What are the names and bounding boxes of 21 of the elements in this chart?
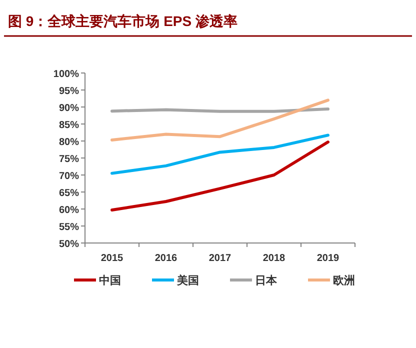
y-tick-label: 55%: [58, 222, 80, 233]
y-tick-label: 100%: [53, 69, 80, 80]
x-tick-label: 2016: [154, 253, 178, 264]
x-tick-label: 2018: [262, 253, 286, 264]
y-tick-label: 60%: [58, 205, 80, 216]
y-tick-label: 85%: [58, 120, 80, 131]
y-tick-label: 75%: [58, 154, 80, 165]
x-tick-label: 2019: [316, 253, 340, 264]
y-tick-label: 65%: [58, 188, 80, 199]
x-tick-label: 2015: [100, 253, 124, 264]
y-tick-label: 50%: [58, 239, 80, 250]
y-tick-label: 80%: [58, 137, 80, 148]
title: 图 9：全球主要汽车市场 EPS 渗透率: [8, 13, 238, 29]
y-tick-label: 90%: [58, 103, 80, 114]
legend-label: 日本: [255, 274, 278, 287]
legend-label: 欧洲: [333, 274, 355, 287]
legend-label: 中国: [99, 274, 121, 287]
x-tick-label: 2017: [208, 253, 232, 264]
legend-label: 美国: [176, 274, 199, 287]
y-tick-label: 70%: [58, 171, 80, 182]
y-tick-label: 95%: [58, 86, 80, 97]
